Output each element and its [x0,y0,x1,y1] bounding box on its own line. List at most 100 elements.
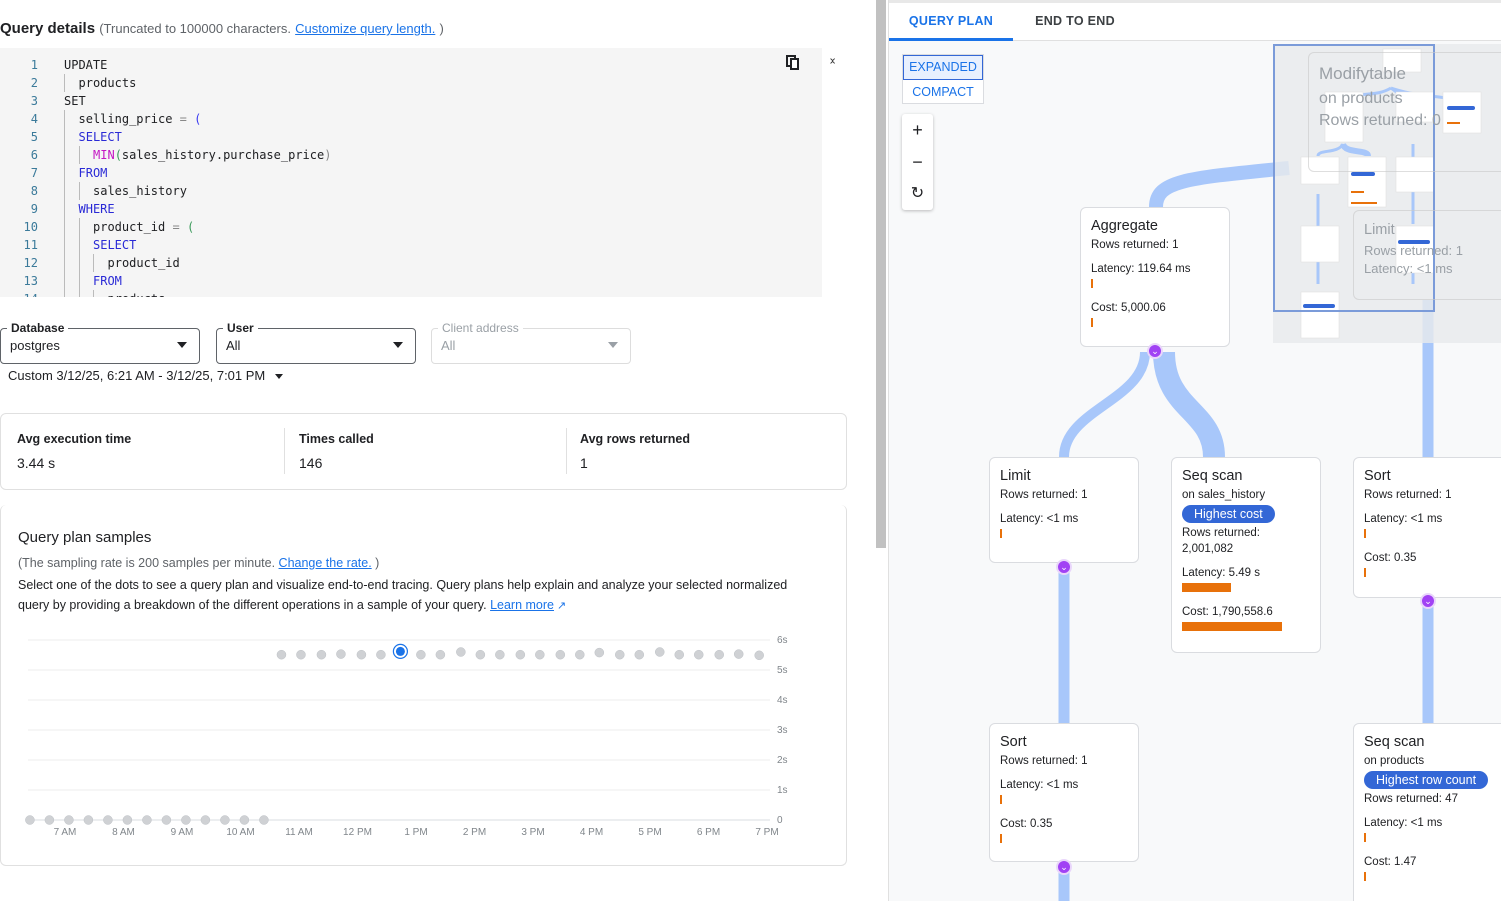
database-select[interactable]: Database postgres [0,321,200,364]
expanded-button[interactable]: EXPANDED [903,55,983,80]
node-aggregate[interactable]: Aggregate Rows returned: 1 Latency: 119.… [1080,207,1230,347]
data-point[interactable] [200,815,211,825]
data-point[interactable] [535,649,545,660]
data-point[interactable] [276,649,287,660]
data-point[interactable] [336,649,346,659]
data-point[interactable] [733,649,744,659]
latency-bar [1364,833,1366,842]
code-line: 6 MIN(sales_history.purchase_price) [0,146,822,164]
vertical-scrollbar[interactable] [876,0,886,548]
node-limit-top[interactable]: Limit Rows returned: 1 Latency: <1 ms [1353,210,1501,300]
code-line: 1 UPDATE [0,56,822,74]
data-point[interactable] [122,815,133,825]
collapse-icon[interactable]: ⌄ ⌃ [828,52,838,72]
data-point[interactable] [181,815,191,825]
node-latency: Latency: <1 ms [1364,513,1443,525]
node-modifytable[interactable]: Modifytable on products Rows returned: 0 [1308,52,1501,172]
data-point[interactable] [356,649,367,660]
node-title: Sort [1364,468,1391,484]
tab-query-plan[interactable]: QUERY PLAN [889,3,1013,41]
node-seq-scan-sales-history[interactable]: Seq scan on sales_history Highest cost R… [1171,457,1321,653]
expand-chevron-icon[interactable]: ⌄ [1056,559,1072,575]
expand-chevron-icon[interactable]: ⌄ [1056,859,1072,875]
reset-zoom-button[interactable]: ↻ [910,185,925,202]
data-point[interactable] [754,650,764,661]
node-rows: Rows returned: 1 [1091,239,1179,251]
data-point[interactable] [594,647,605,658]
node-sort-left[interactable]: Sort Rows returned: 1 Latency: <1 ms Cos… [989,723,1139,862]
stat-label: Avg execution time [17,432,132,446]
data-point[interactable] [296,649,306,660]
copy-icon[interactable] [782,55,804,77]
data-point[interactable] [44,815,55,825]
user-select[interactable]: User All [216,321,416,364]
x-tick-label: 10 AM [226,827,254,838]
expand-chevron-icon[interactable]: ⌄ [1147,343,1163,359]
minimap[interactable] [1273,44,1501,343]
data-point[interactable] [25,815,35,825]
line-number: 12 [23,256,38,270]
data-point[interactable] [655,647,665,657]
data-point[interactable] [259,815,269,825]
data-point[interactable] [316,649,327,660]
minimap-viewport[interactable] [1273,44,1435,312]
data-point[interactable] [714,649,724,660]
code-text: product_id [108,254,180,272]
change-rate-link[interactable]: Change the rate. [278,556,372,570]
close-paren: ) [375,556,380,570]
stat-avg-execution-time: Avg execution time 3.44 s [1,414,147,490]
x-tick-label: 4 PM [580,827,603,838]
date-range-picker[interactable]: Custom 3/12/25, 6:21 AM - 3/12/25, 7:01 … [8,368,283,383]
node-seq-scan-products[interactable]: Seq scan on products Highest row count R… [1353,723,1501,901]
edge-aggregate-to-seqscan [1153,351,1225,458]
data-point[interactable] [416,649,426,660]
node-latency: Latency: <1 ms [1364,261,1453,276]
code-token: product_id [107,256,180,270]
client-address-select: Client address All [431,321,631,364]
query-details-title: Query details [0,20,96,37]
code-token: ( [186,220,195,234]
data-point[interactable] [634,649,645,660]
data-point[interactable] [674,649,684,660]
zoom-out-button[interactable]: − [912,152,923,172]
indent-guide [64,218,65,236]
data-point[interactable] [475,649,486,660]
data-point[interactable] [103,815,113,825]
code-text: selling_price = ( [79,110,202,128]
data-point[interactable] [161,815,172,825]
query-plan-samples-card: Query plan samples (The sampling rate is… [0,505,847,866]
node-limit[interactable]: Limit Rows returned: 1 Latency: <1 ms [989,457,1139,563]
data-point[interactable] [515,649,526,660]
data-point[interactable] [555,649,566,660]
data-point[interactable] [64,815,74,825]
data-point[interactable] [239,815,250,825]
data-point[interactable] [83,815,94,825]
data-point[interactable] [435,649,446,660]
data-point[interactable] [376,649,386,660]
code-line: 14 products [0,290,822,297]
stats-card: Avg execution time 3.44 s Times called 146… [0,413,847,490]
code-line: 7 FROM [0,164,822,182]
data-point[interactable] [142,815,152,825]
customize-query-length-link[interactable]: Customize query length. [295,21,436,36]
code-text: MIN(sales_history.purchase_price) [93,146,331,164]
latency-bar [1000,529,1002,538]
tab-end-to-end[interactable]: END TO END [1035,14,1115,28]
node-sort-right[interactable]: Sort Rows returned: 1 Latency: <1 ms Cos… [1353,457,1501,598]
data-point[interactable] [694,649,704,660]
data-point-selected[interactable] [395,646,405,656]
node-title: Modifytable [1319,64,1406,83]
node-subtitle: on products [1364,755,1425,767]
expand-chevron-icon[interactable]: ⌄ [1420,593,1436,609]
data-point[interactable] [575,649,585,660]
compact-button[interactable]: COMPACT [912,85,974,99]
data-point[interactable] [456,647,466,657]
indent-guide [93,254,94,272]
data-point[interactable] [220,815,230,825]
data-point[interactable] [495,649,505,660]
learn-more-link[interactable]: Learn more [490,598,554,612]
x-tick-label: 2 PM [463,827,486,838]
zoom-in-button[interactable]: + [912,120,923,140]
node-title: Sort [1000,734,1027,750]
data-point[interactable] [615,649,625,660]
